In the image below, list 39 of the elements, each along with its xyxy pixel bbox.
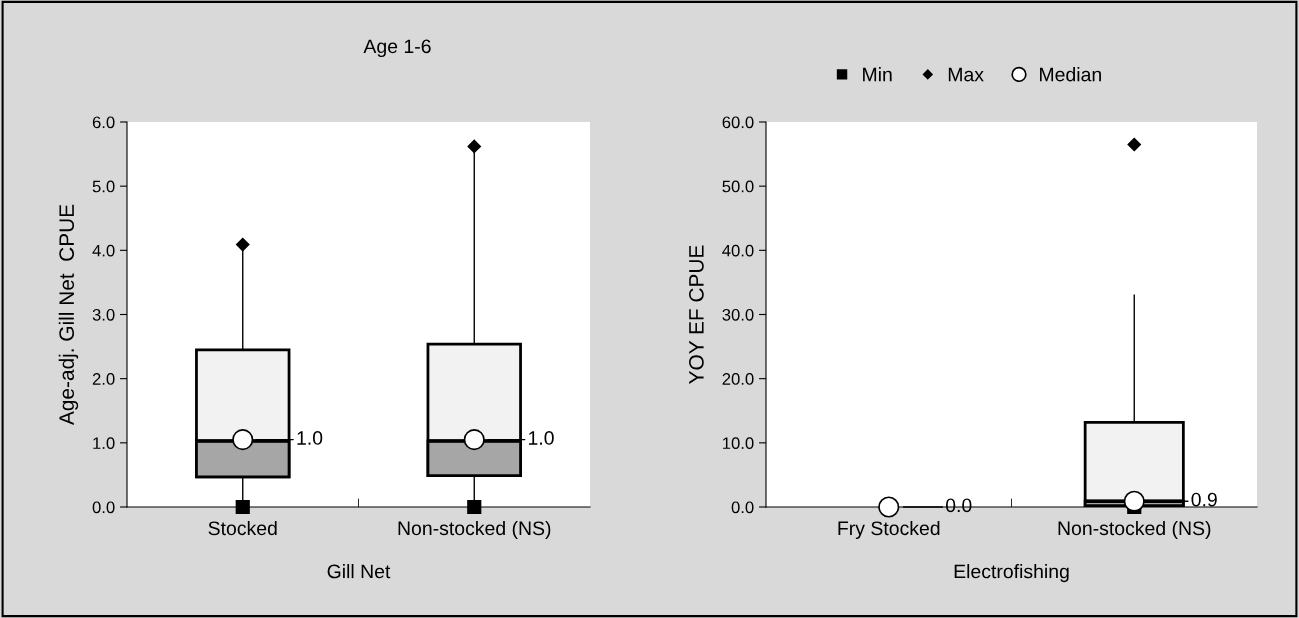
legend-label: Max <box>948 67 984 82</box>
legend-label: Min <box>863 67 892 82</box>
x-tick-label: Stocked <box>208 520 277 536</box>
data-label: 0.9 <box>1191 492 1217 507</box>
y-tick-label: 30.0 <box>722 308 754 321</box>
x-tick-label: Non-stocked (NS) <box>1058 520 1211 540</box>
y-axis-title: Age-adj. Gill Net CPUE <box>58 204 79 426</box>
point <box>463 429 485 451</box>
y-tick-label: 1.0 <box>93 437 115 450</box>
y-tick-label: 3.0 <box>92 308 115 321</box>
chart-title: Age 1-6 <box>363 39 431 58</box>
data-label: 0.0 <box>945 498 972 513</box>
x-tick-label: Non-stocked (NS) <box>398 520 551 540</box>
point <box>1127 137 1141 152</box>
x-axis-title: Electrofishing <box>954 564 1069 583</box>
point <box>232 429 254 451</box>
point <box>236 237 250 252</box>
x-tick-label: Fry Stocked <box>838 520 940 540</box>
legend-label: Median <box>1040 67 1101 82</box>
x-axis-title: Gill Net <box>327 564 391 579</box>
y-tick-label: 50.0 <box>722 180 754 193</box>
point <box>467 139 481 154</box>
point <box>467 499 482 515</box>
data-label: 1.0 <box>297 431 323 445</box>
y-tick-label: 5.0 <box>92 180 115 193</box>
point <box>235 499 250 515</box>
point <box>878 496 900 518</box>
y-tick-label: 60.0 <box>722 116 754 129</box>
y-tick-label: 40.0 <box>722 244 754 257</box>
y-tick-label: 2.0 <box>92 373 115 385</box>
y-tick-label: 0.0 <box>92 501 115 514</box>
y-tick-label: 6.0 <box>92 116 115 129</box>
data-label: 1.0 <box>528 431 554 445</box>
y-tick-label: 20.0 <box>722 373 754 385</box>
point <box>1123 490 1145 512</box>
y-tick-label: 10.0 <box>723 437 754 450</box>
y-tick-label: 4.0 <box>92 244 115 257</box>
y-tick-label: 0.0 <box>731 501 754 514</box>
y-axis-title: YOY EF CPUE <box>689 245 704 384</box>
